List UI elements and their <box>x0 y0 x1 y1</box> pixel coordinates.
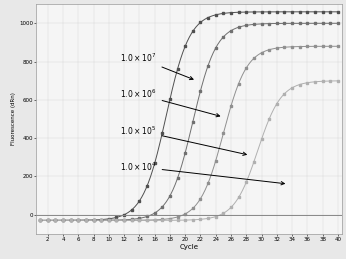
Text: $1.0\times10^4$: $1.0\times10^4$ <box>120 161 284 185</box>
Text: $1.0\times10^7$: $1.0\times10^7$ <box>120 52 193 80</box>
Y-axis label: Fluorescence (dRn): Fluorescence (dRn) <box>11 92 16 145</box>
Text: $1.0\times10^5$: $1.0\times10^5$ <box>120 124 246 155</box>
Text: $1.0\times10^6$: $1.0\times10^6$ <box>120 88 220 117</box>
X-axis label: Cycle: Cycle <box>180 244 199 250</box>
